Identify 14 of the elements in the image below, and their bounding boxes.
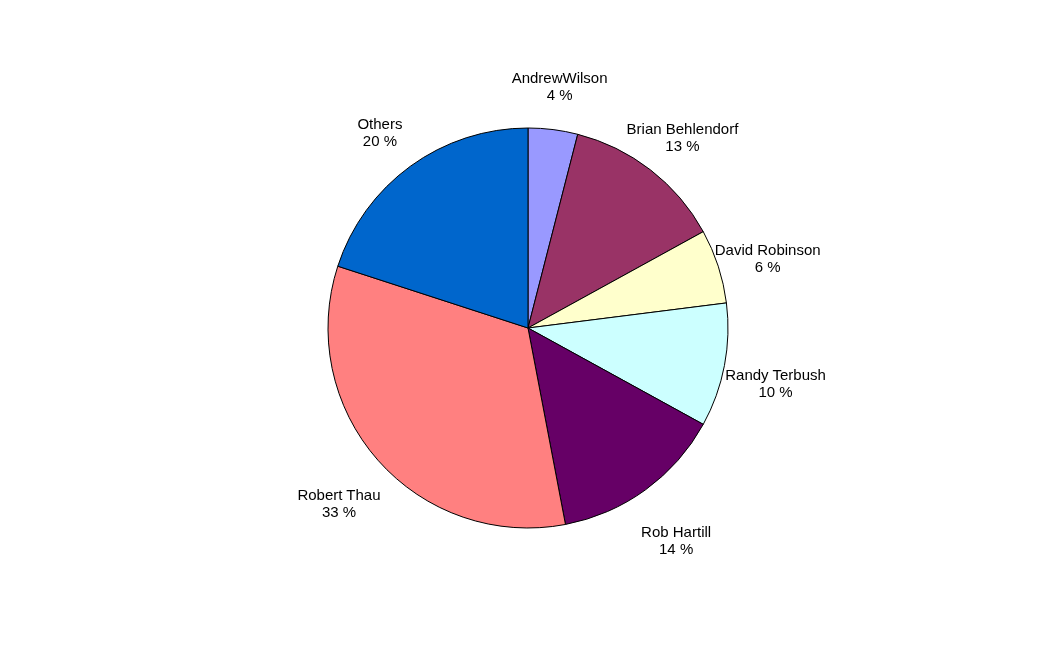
slice-label: Brian Behlendorf <box>626 119 740 137</box>
data-label: 14 % <box>659 539 694 557</box>
data-label: 20 % <box>362 132 397 150</box>
slice-label: Randy Terbush <box>725 366 826 384</box>
slice-label: AndrewWilson <box>511 68 608 86</box>
slice-label: Robert Thau <box>297 485 381 503</box>
slice-label: David Robinson <box>714 241 821 259</box>
data-label: 6 % <box>754 258 781 276</box>
data-label: 33 % <box>321 502 357 520</box>
slice-label: Others <box>357 115 403 133</box>
data-label: 10 % <box>758 383 793 401</box>
slice-label: Rob Hartill <box>641 522 712 540</box>
data-label: 13 % <box>665 136 700 154</box>
data-label: 4 % <box>546 85 573 103</box>
